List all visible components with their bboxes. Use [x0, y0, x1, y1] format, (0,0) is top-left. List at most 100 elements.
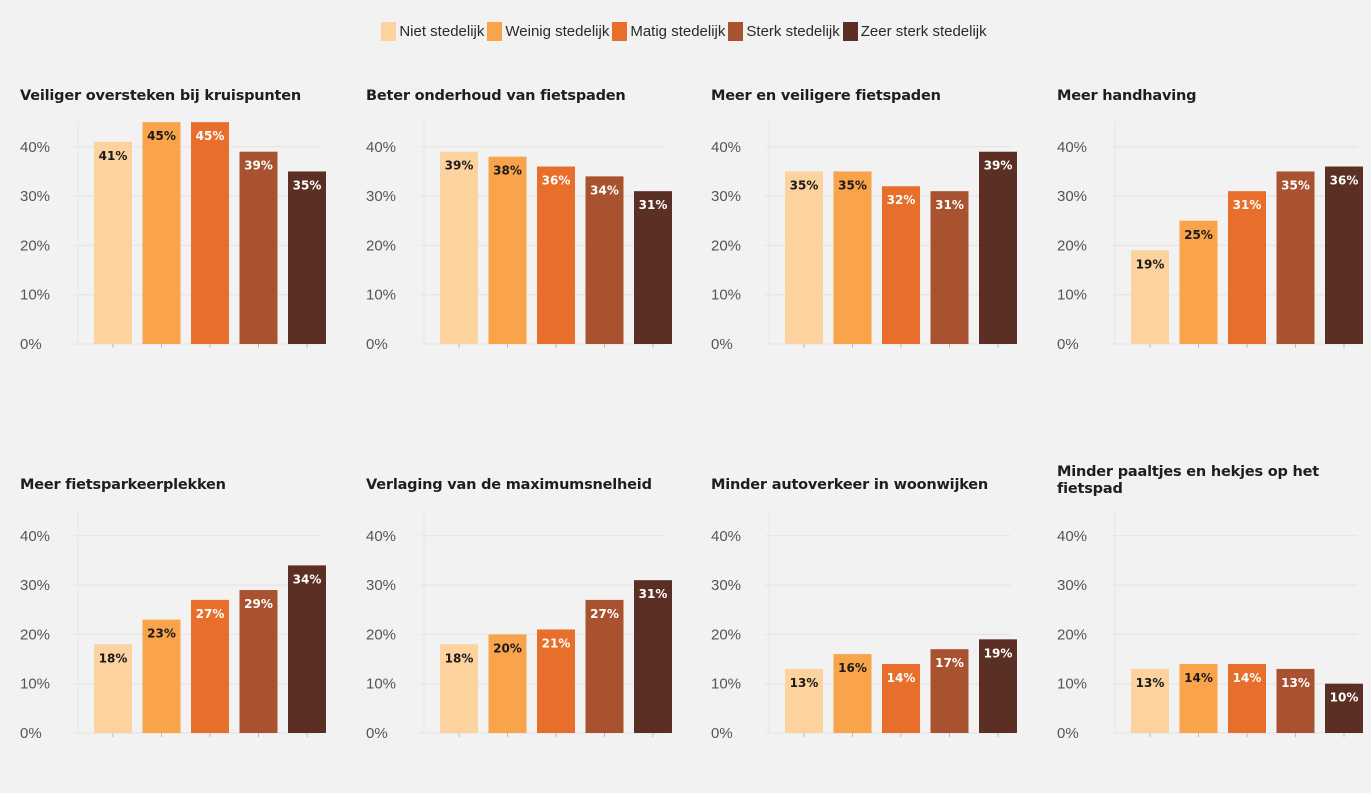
- y-tick-label: 30%: [1057, 188, 1087, 205]
- bar: [979, 639, 1017, 733]
- y-tick-label: 20%: [366, 237, 396, 254]
- y-tick-label: 0%: [20, 725, 42, 742]
- y-tick-label: 10%: [1057, 676, 1087, 693]
- legend-item: Sterk stedelijk: [728, 22, 840, 41]
- y-tick-label: 30%: [711, 577, 741, 594]
- legend-item: Weinig stedelijk: [487, 22, 609, 41]
- value-label: 36%: [542, 174, 571, 188]
- bar: [239, 590, 278, 733]
- bar-plot: 0% 10% 20% 30% 40% 18% 23% 27% 29% 34%: [20, 511, 326, 742]
- value-label: 45%: [196, 129, 225, 143]
- value-label: 27%: [590, 607, 619, 621]
- y-tick-label: 0%: [366, 725, 388, 742]
- bar: [488, 634, 527, 733]
- bar: [1276, 668, 1315, 733]
- bar: [94, 644, 132, 733]
- bar: [585, 599, 624, 733]
- value-label: 29%: [244, 597, 273, 611]
- bar: [585, 176, 624, 344]
- value-label: 35%: [293, 178, 322, 192]
- bar-plot: 0% 10% 20% 30% 40% 13% 16% 14% 17% 19%: [711, 511, 1017, 742]
- bar: [634, 191, 672, 344]
- value-label: 13%: [1281, 676, 1310, 690]
- chart-title: Veiliger oversteken bij kruispunten: [20, 88, 302, 104]
- bar: [930, 191, 969, 344]
- bar: [440, 644, 478, 733]
- y-tick-label: 30%: [1057, 577, 1087, 594]
- value-label: 45%: [147, 129, 176, 143]
- y-tick-label: 20%: [20, 237, 50, 254]
- y-tick-label: 40%: [711, 139, 741, 156]
- bar-plot: 0% 10% 20% 30% 40% 18% 20% 21% 27% 31%: [366, 511, 672, 742]
- value-label: 14%: [1184, 671, 1213, 685]
- bar: [634, 580, 672, 733]
- bar: [1276, 171, 1315, 344]
- value-label: 13%: [790, 676, 819, 690]
- legend-label: Matig stedelijk: [630, 23, 726, 40]
- value-label: 21%: [542, 636, 571, 650]
- bar-plot: 0% 10% 20% 30% 40% 19% 25% 31% 35% 36%: [1057, 122, 1363, 353]
- chart-title: Verlaging van de maximumsnelheid: [366, 477, 652, 493]
- y-tick-label: 10%: [20, 676, 50, 693]
- y-tick-label: 0%: [366, 336, 388, 353]
- y-tick-label: 30%: [20, 577, 50, 594]
- value-label: 16%: [838, 661, 867, 675]
- y-tick-label: 0%: [20, 336, 42, 353]
- value-label: 36%: [1330, 174, 1359, 188]
- y-tick-label: 10%: [20, 287, 50, 304]
- y-tick-label: 20%: [366, 626, 396, 643]
- bar: [288, 171, 326, 344]
- y-tick-label: 10%: [366, 287, 396, 304]
- y-tick-label: 0%: [711, 725, 733, 742]
- value-label: 10%: [1330, 691, 1359, 705]
- bar-plot: 0% 10% 20% 30% 40% 35% 35% 32% 31% 39%: [711, 122, 1017, 353]
- bar: [488, 156, 527, 344]
- legend: Niet stedelijk Weinig stedelijk Matig sted…: [0, 22, 1371, 41]
- legend-swatch: [842, 22, 858, 41]
- value-label: 19%: [1136, 257, 1165, 271]
- bar: [1179, 220, 1218, 344]
- y-tick-label: 40%: [1057, 528, 1087, 545]
- bar: [440, 151, 478, 344]
- bar: [1131, 668, 1169, 733]
- legend-label: Zeer sterk stedelijk: [860, 23, 987, 40]
- y-tick-label: 10%: [1057, 287, 1087, 304]
- y-tick-label: 20%: [20, 626, 50, 643]
- value-label: 41%: [99, 149, 128, 163]
- value-label: 35%: [790, 178, 819, 192]
- y-tick-label: 20%: [1057, 626, 1087, 643]
- value-label: 20%: [493, 641, 522, 655]
- bar: [142, 619, 181, 733]
- bar: [142, 122, 181, 345]
- legend-swatch: [487, 22, 503, 41]
- bar: [882, 663, 920, 733]
- value-label: 17%: [935, 656, 964, 670]
- bar: [239, 151, 278, 344]
- y-tick-label: 10%: [711, 287, 741, 304]
- value-label: 34%: [293, 572, 322, 586]
- bar: [537, 629, 575, 733]
- legend-item: Zeer sterk stedelijk: [842, 22, 987, 41]
- y-tick-label: 0%: [711, 336, 733, 353]
- y-tick-label: 40%: [20, 528, 50, 545]
- y-tick-label: 30%: [711, 188, 741, 205]
- legend-label: Weinig stedelijk: [505, 23, 610, 40]
- bar: [1228, 191, 1266, 344]
- value-label: 39%: [984, 159, 1013, 173]
- y-tick-label: 40%: [20, 139, 50, 156]
- value-label: 32%: [887, 193, 916, 207]
- bar: [785, 171, 823, 344]
- bar: [833, 654, 872, 733]
- y-tick-label: 20%: [1057, 237, 1087, 254]
- value-label: 31%: [935, 198, 964, 212]
- chart-title: Meer fietsparkeerplekken: [20, 477, 226, 493]
- value-label: 14%: [1233, 671, 1262, 685]
- value-label: 27%: [196, 607, 225, 621]
- y-tick-label: 20%: [711, 237, 741, 254]
- value-label: 38%: [493, 164, 522, 178]
- y-tick-label: 40%: [366, 139, 396, 156]
- value-label: 18%: [99, 651, 128, 665]
- chart-title: Beter onderhoud van fietspaden: [366, 88, 626, 104]
- y-tick-label: 40%: [1057, 139, 1087, 156]
- bar: [537, 166, 575, 344]
